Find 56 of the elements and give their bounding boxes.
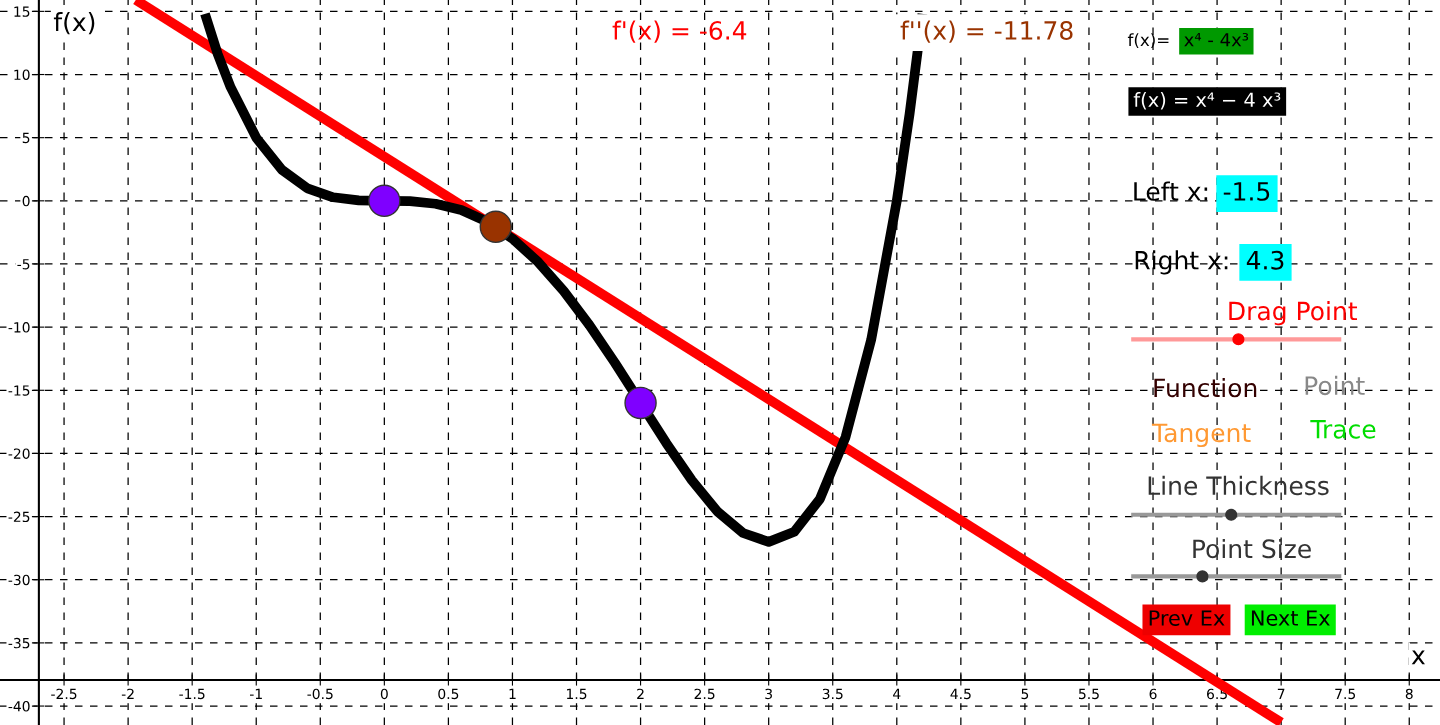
point <box>479 210 513 244</box>
x-tick-label: 7 <box>1277 688 1285 699</box>
x-tick-label: -2.5 <box>51 688 77 700</box>
annotation: Left x: <box>1134 181 1208 201</box>
y-tick-label: -20 <box>8 448 30 459</box>
y-tick-label: -35 <box>8 637 30 649</box>
x-tick-label: 2 <box>637 688 644 699</box>
annotation: Next Ex <box>1251 610 1330 626</box>
x-tick-label: 1 <box>509 688 516 699</box>
x-tick-label: 4.5 <box>950 688 971 700</box>
annotation: Point <box>1305 375 1365 396</box>
x-tick-label: 8 <box>1405 688 1413 700</box>
x-tick-label: 0 <box>380 688 388 700</box>
x-tick-label: 5.5 <box>1079 688 1099 700</box>
y-tick-label: -30 <box>8 574 30 586</box>
x-tick-label: 1.5 <box>566 688 587 700</box>
x-tick-label: 2.5 <box>694 688 715 700</box>
y-tick-label: -15 <box>8 385 30 396</box>
x-tick-label: 5 <box>1021 688 1029 700</box>
annotation: Right x: <box>1135 250 1228 275</box>
x-tick-label: 3 <box>765 688 772 700</box>
annotation: Trace <box>1310 420 1376 439</box>
y-tick-label: 5 <box>22 132 30 144</box>
y-tick-label: -40 <box>8 701 30 712</box>
y-tick-label: 10 <box>14 69 30 80</box>
x-tick-label: -0.5 <box>307 688 333 700</box>
x-tick-label: 6 <box>1149 688 1157 700</box>
x-tick-label: 4 <box>893 688 901 699</box>
annotation: Prev Ex <box>1149 610 1225 626</box>
y-tick-label: 15 <box>14 6 30 17</box>
annotation: Function <box>1154 377 1257 398</box>
point <box>368 184 401 218</box>
x-tick-label: 0.5 <box>438 688 459 700</box>
annotation: Point Size <box>1193 538 1311 559</box>
x-tick-label: -1.5 <box>179 688 205 700</box>
point <box>624 386 657 420</box>
annotation: x⁴ - 4x³ <box>1184 32 1249 47</box>
x-tick-label: 3.5 <box>822 688 843 700</box>
annotation: Line Thickness <box>1148 475 1329 496</box>
annotation: -1.5 <box>1223 182 1270 201</box>
y-tick-label: -5 <box>17 259 30 270</box>
x-tick-label: -1 <box>249 688 262 699</box>
annotation: f'(x) = -6.4 <box>612 20 747 43</box>
y-tick-label: -10 <box>8 322 30 333</box>
y-axis-title: f(x) <box>53 12 95 35</box>
x-axis-title: x <box>1411 650 1425 665</box>
y-tick-label: -25 <box>8 511 30 523</box>
annotation: f(x) = x⁴ − 4 x³ <box>1133 92 1281 110</box>
annotation: 4.3 <box>1246 250 1284 270</box>
annotation: f(x)= <box>1127 33 1169 49</box>
x-tick-label: 7.5 <box>1335 688 1356 700</box>
x-tick-label: -2 <box>121 688 134 699</box>
annotation: Tangent <box>1151 423 1251 448</box>
annotation: Drag Point <box>1229 301 1357 326</box>
y-tick-label: 0 <box>22 195 30 207</box>
annotation: f''(x) = -11.78 <box>900 20 1073 43</box>
